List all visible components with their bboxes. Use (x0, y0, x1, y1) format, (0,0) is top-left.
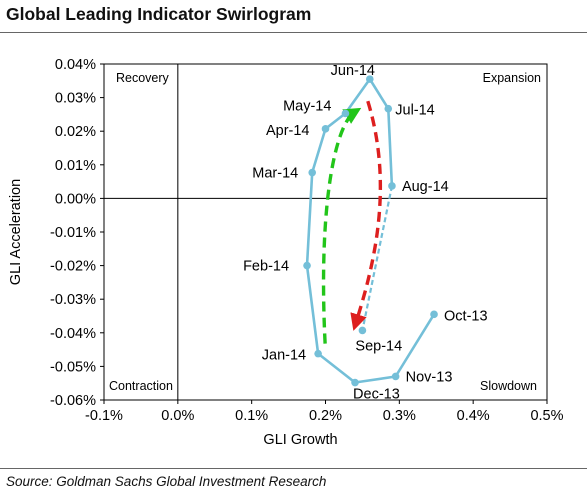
data-point (358, 326, 367, 335)
data-point (391, 372, 400, 381)
quadrant-label-contraction: Contraction (109, 379, 173, 393)
data-point-label: Jul-14 (395, 103, 435, 119)
y-tick-label: 0.03% (55, 91, 96, 107)
data-point (384, 104, 393, 113)
x-tick-label: 0.0% (161, 408, 194, 424)
title-divider (0, 32, 587, 33)
x-tick-label: 0.4% (457, 408, 490, 424)
swirl-line-latest-segment (361, 185, 394, 331)
data-point-label: Jun-14 (331, 63, 375, 79)
y-tick-label: -0.01% (50, 225, 96, 241)
data-point (321, 125, 330, 133)
x-tick-label: 0.1% (235, 408, 268, 424)
data-point (366, 75, 374, 83)
source-divider (0, 468, 587, 469)
data-point (341, 109, 350, 118)
trend-arrow-up (321, 107, 362, 344)
data-point-label: May-14 (283, 98, 331, 114)
data-point-label: Jan-14 (262, 348, 306, 364)
data-point (303, 261, 311, 270)
data-point (388, 182, 396, 190)
y-tick-label: 0.01% (55, 158, 96, 174)
quadrant-label-recovery: Recovery (116, 71, 170, 85)
quadrant-label-expansion: Expansion (483, 71, 541, 85)
x-tick-label: 0.5% (530, 408, 563, 424)
x-axis-title: GLI Growth (263, 432, 337, 448)
data-point (430, 310, 438, 319)
y-tick-label: -0.04% (50, 326, 96, 342)
data-point-label: Feb-14 (243, 259, 289, 275)
data-point-label: Dec-13 (353, 387, 400, 403)
y-tick-label: -0.06% (50, 393, 96, 409)
x-tick-label: 0.2% (309, 408, 342, 424)
x-tick-label: -0.1% (85, 408, 123, 424)
y-tick-label: -0.05% (50, 359, 96, 375)
data-point (314, 349, 322, 358)
data-point (308, 168, 317, 177)
swirlogram-chart: -0.1% 0.0% 0.1% 0.2% 0.3% 0.4% 0.5% 0.04% 0.03% 0… (8, 57, 564, 448)
data-point-label: Sep-14 (355, 338, 402, 354)
y-axis-title: GLI Acceleration (8, 179, 24, 285)
data-point-label: Mar-14 (252, 166, 298, 182)
trend-arrow-down (350, 100, 383, 331)
data-point-label: Apr-14 (266, 123, 310, 139)
x-tick-label: 0.3% (383, 408, 416, 424)
chart-title: Global Leading Indicator Swirlogram (6, 4, 312, 24)
quadrant-label-slowdown: Slowdown (480, 379, 537, 393)
y-tick-label: 0.00% (55, 191, 96, 207)
source-note: Source: Goldman Sachs Global Investment … (6, 474, 327, 489)
data-point-label: Aug-14 (402, 179, 449, 195)
data-point-label: Oct-13 (444, 308, 488, 324)
y-tick-label: -0.02% (50, 259, 96, 275)
data-point-label: Nov-13 (406, 369, 453, 385)
y-tick-label: 0.02% (55, 124, 96, 140)
y-tick-label: 0.04% (55, 57, 96, 73)
data-point (351, 378, 359, 387)
y-tick-label: -0.03% (50, 292, 96, 308)
